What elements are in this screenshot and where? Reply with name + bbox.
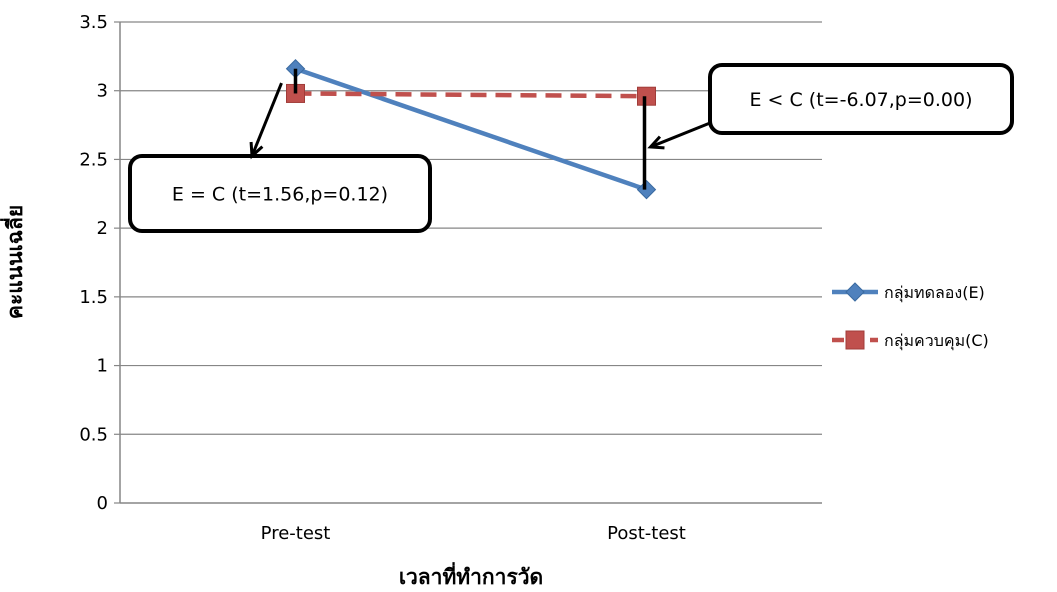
annotations-group: E = C (t=1.56,p=0.12) E < C (t=-6.07,p=0.… (128, 63, 1014, 233)
y-axis-title: คะแนนเฉลี่ย (0, 205, 27, 319)
annotation-arrow-head (647, 135, 665, 150)
data-point-marker (637, 86, 656, 106)
y-tick-label: 2 (97, 218, 108, 239)
annotation-text: E = C (t=1.56,p=0.12) (172, 184, 388, 206)
y-tick-label: 0 (97, 493, 108, 514)
series-line (295, 91, 647, 99)
annotation-arrow-shaft (649, 121, 711, 149)
annotation-box (128, 154, 432, 233)
gridlines (114, 21, 822, 504)
y-tick-label: 0.5 (79, 424, 108, 445)
y-tick-label: 2.5 (79, 149, 108, 170)
annotation-box (708, 63, 1014, 135)
x-axis-title: เวลาที่ทำการวัด (399, 561, 543, 589)
annotation: E = C (t=1.56,p=0.12) (128, 68, 432, 233)
legend-label: กลุ่มควบคุม(C) (884, 331, 989, 351)
y-tick-label: 1 (97, 356, 108, 377)
x-tick-label: Pre-test (261, 523, 331, 544)
data-point-marker (636, 179, 657, 200)
series (294, 66, 648, 192)
series (295, 91, 647, 99)
annotation: E < C (t=-6.07,p=0.00) (642, 63, 1014, 190)
annotation-arrow-shaft (250, 82, 283, 157)
y-tick-label: 3 (97, 81, 108, 102)
x-tick-label: Post-test (607, 523, 686, 544)
y-axis-ticks: 0 0.5 1 1.5 2 2.5 3 3.5 (79, 12, 108, 514)
legend-label: กลุ่มทดลอง(E) (884, 283, 985, 303)
legend: กลุ่มทดลอง(E) กลุ่มควบคุม(C) (832, 282, 989, 351)
x-axis-ticks: Pre-test Post-test (261, 523, 686, 544)
annotation-arrow-head (249, 141, 264, 160)
legend-swatch-marker (845, 282, 865, 302)
legend-item: กลุ่มควบคุม(C) (832, 330, 989, 351)
legend-swatch-marker (845, 330, 865, 350)
annotation-text: E < C (t=-6.07,p=0.00) (750, 89, 973, 111)
y-tick-label: 1.5 (79, 287, 108, 308)
y-tick-label: 3.5 (79, 12, 108, 33)
series-line (294, 66, 648, 192)
legend-item: กลุ่มทดลอง(E) (832, 282, 985, 303)
